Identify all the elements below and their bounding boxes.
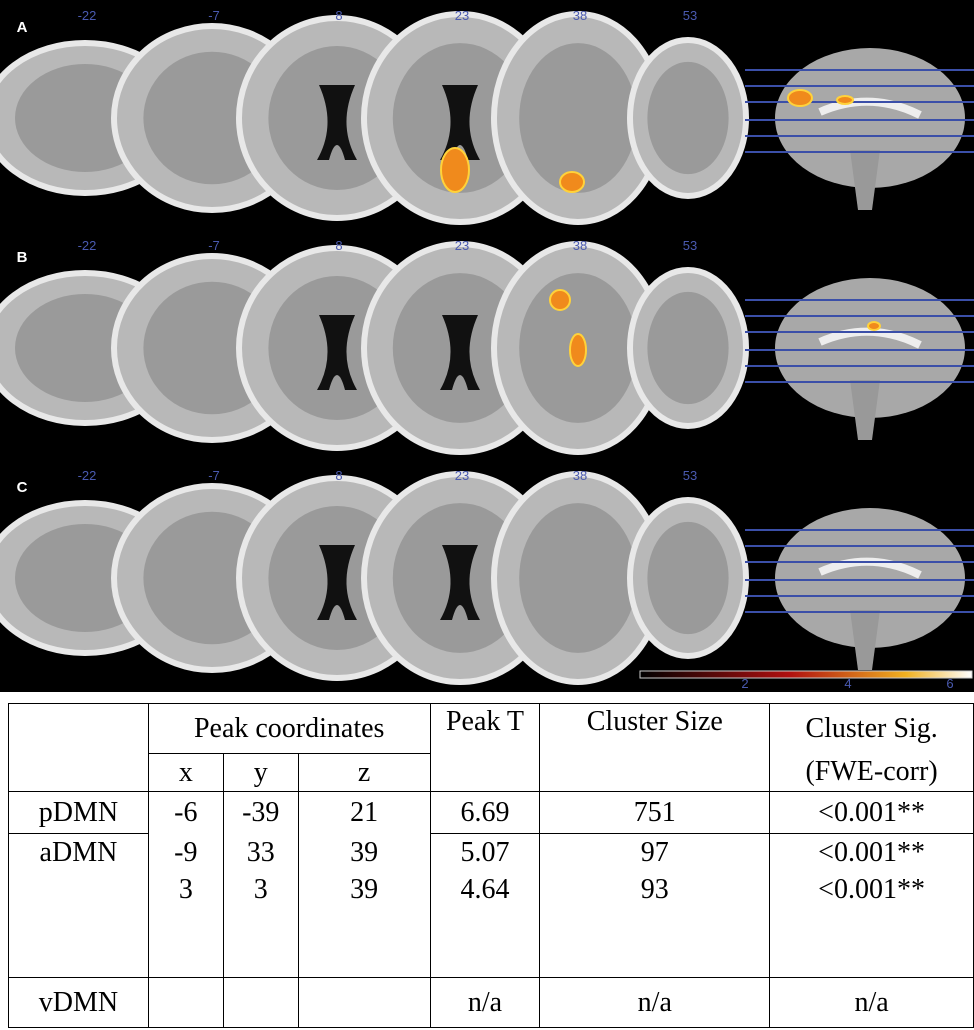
table-cell: Peak T <box>430 704 540 792</box>
slice-label: 8 <box>335 238 342 253</box>
activation <box>560 172 584 192</box>
table-cell: 39 <box>298 872 430 978</box>
table-cell: 3 <box>148 872 223 978</box>
table-cell: y <box>223 754 298 792</box>
activation <box>868 322 880 330</box>
slice-label: 23 <box>455 468 469 483</box>
slice-label: 38 <box>573 238 587 253</box>
colorbar-label: 2 <box>741 676 748 691</box>
table-cell <box>9 704 149 792</box>
table-cell: (FWE-corr) <box>770 754 974 792</box>
table-cell: <0.001** <box>770 872 974 978</box>
table-cell: -39 <box>223 792 298 834</box>
slice-label: 53 <box>683 468 697 483</box>
slice-label: -22 <box>78 468 97 483</box>
table-cell: <0.001** <box>770 792 974 834</box>
colorbar-label: 6 <box>946 676 953 691</box>
table-cell: -6 <box>148 792 223 834</box>
table-cell: Cluster Size <box>540 704 770 792</box>
colorbar <box>640 671 972 678</box>
brain-figure: -22 -7 8 23 38 53 A -22 -7 8 23 38 53 B -22 -7 8 23 38 53 C 2… <box>0 0 974 692</box>
table-cell: Peak coordinates <box>148 704 430 754</box>
table-cell: 33 <box>223 834 298 872</box>
activation <box>788 90 812 106</box>
slice-label: -7 <box>208 238 220 253</box>
slice-label: 53 <box>683 238 697 253</box>
panel-label: A <box>17 19 28 36</box>
activation <box>837 96 853 104</box>
table-cell: 93 <box>540 872 770 978</box>
panel-label: C <box>17 479 28 496</box>
table-cell <box>9 872 149 978</box>
slice-label: -7 <box>208 8 220 23</box>
slice-label: 8 <box>335 8 342 23</box>
activation <box>570 334 586 366</box>
table-cell: vDMN <box>9 978 149 1028</box>
slice-label: -22 <box>78 8 97 23</box>
table-cell: 4.64 <box>430 872 540 978</box>
table-cell: 751 <box>540 792 770 834</box>
table-cell: x <box>148 754 223 792</box>
slice-label: 23 <box>455 238 469 253</box>
slice-label: -22 <box>78 238 97 253</box>
table-cell: 6.69 <box>430 792 540 834</box>
slice-label: 38 <box>573 468 587 483</box>
activation <box>550 290 570 310</box>
slice-interior <box>647 292 728 404</box>
slice-label: 38 <box>573 8 587 23</box>
table-cell: 21 <box>298 792 430 834</box>
table-cell <box>298 978 430 1028</box>
table-cell: 39 <box>298 834 430 872</box>
slice-interior <box>519 503 637 653</box>
table-cell: 3 <box>223 872 298 978</box>
table-cell: -9 <box>148 834 223 872</box>
slice-interior <box>647 62 728 174</box>
page: -22-78233853A-22-78233853B-22-78233853C2… <box>0 0 974 1030</box>
colorbar-label: 4 <box>844 676 851 691</box>
slice-label: 23 <box>455 8 469 23</box>
panel-label: B <box>17 249 28 266</box>
table-cell <box>223 978 298 1028</box>
activation <box>441 148 469 192</box>
table-cell: n/a <box>770 978 974 1028</box>
slice-label: -7 <box>208 468 220 483</box>
table-cell: pDMN <box>9 792 149 834</box>
slice-interior <box>647 522 728 634</box>
table-cell: 5.07 <box>430 834 540 872</box>
table-cell: <0.001** <box>770 834 974 872</box>
table-cell <box>148 978 223 1028</box>
table-cell: Cluster Sig. <box>770 704 974 754</box>
slice-label: 8 <box>335 468 342 483</box>
slice-label: 53 <box>683 8 697 23</box>
slice-interior <box>519 43 637 193</box>
table-cell: n/a <box>430 978 540 1028</box>
table-cell: n/a <box>540 978 770 1028</box>
table-cell: 97 <box>540 834 770 872</box>
table-cell: aDMN <box>9 834 149 872</box>
table-cell: z <box>298 754 430 792</box>
